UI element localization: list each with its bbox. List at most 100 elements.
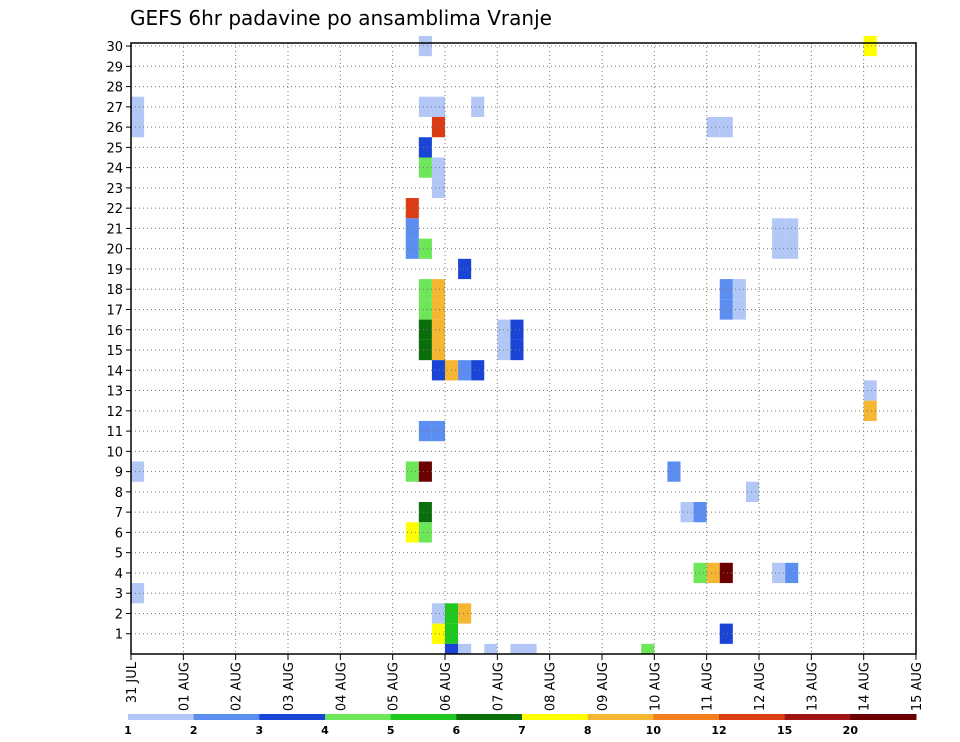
heatmap-cell	[431, 279, 445, 300]
heatmap-cell	[693, 562, 707, 584]
x-tick-label: 10 AUG	[648, 662, 663, 711]
heatmap-cell	[745, 481, 759, 503]
y-tick-label: 23	[106, 182, 123, 197]
legend-swatch	[128, 714, 195, 720]
y-tick-label: 24	[106, 162, 123, 177]
legend-label: 2	[190, 724, 198, 737]
heatmap-cell	[772, 562, 786, 584]
heatmap-cell	[772, 238, 786, 259]
y-tick-label: 26	[106, 121, 123, 136]
heatmap-cell	[458, 603, 472, 624]
y-tick-label: 9	[115, 466, 123, 481]
x-tick-label: 11 AUG	[701, 662, 716, 711]
heatmap-cell	[484, 643, 498, 654]
heatmap-cell	[706, 562, 720, 584]
heatmap-cell	[719, 116, 733, 138]
heatmap-cell	[458, 360, 472, 381]
cells-layer	[131, 35, 877, 654]
heatmap-cell	[418, 137, 432, 158]
legend-label: 3	[256, 724, 264, 737]
chart-title: GEFS 6hr padavine po ansamblima Vranje	[130, 6, 552, 30]
heatmap-cell	[510, 319, 524, 340]
legend-swatch	[193, 714, 260, 720]
y-tick-label: 21	[106, 222, 123, 237]
x-tick-label: 05 AUG	[387, 662, 402, 711]
heatmap-cell	[458, 643, 472, 654]
y-tick-label: 13	[106, 385, 123, 400]
legend-label: 12	[711, 724, 726, 737]
heatmap-cell	[418, 502, 432, 523]
heatmap-cell	[418, 461, 432, 482]
y-tick-label: 25	[106, 141, 123, 156]
heatmap-cell	[431, 319, 445, 340]
heatmap-cell	[667, 461, 681, 482]
grid-layer	[131, 43, 916, 654]
y-tick-label: 15	[106, 344, 123, 359]
heatmap-cell	[431, 116, 445, 138]
heatmap-cell	[445, 643, 459, 654]
heatmap-cell	[131, 116, 145, 138]
heatmap-cell	[431, 299, 445, 320]
heatmap-cell	[405, 198, 419, 219]
heatmap-cell	[405, 522, 419, 543]
heatmap-cell	[471, 360, 485, 381]
legend-swatch	[456, 714, 523, 720]
y-tick-label: 17	[106, 303, 123, 318]
heatmap-cell	[131, 583, 145, 604]
legend-swatch	[653, 714, 720, 720]
x-tick-label: 07 AUG	[491, 662, 506, 711]
heatmap-cell	[431, 420, 445, 442]
heatmap-cell	[719, 623, 733, 644]
y-axis: 1234567891011121314151617181920212223242…	[106, 40, 131, 643]
heatmap-cell	[719, 279, 733, 300]
heatmap-cell	[405, 461, 419, 482]
legend-label: 10	[646, 724, 662, 737]
heatmap-cell	[418, 238, 432, 259]
legend-swatch	[325, 714, 392, 720]
x-tick-label: 15 AUG	[910, 662, 925, 711]
heatmap-cell	[431, 339, 445, 361]
y-tick-label: 22	[106, 202, 123, 217]
heatmap-cell	[863, 380, 877, 401]
legend-label: 1	[124, 724, 132, 737]
x-tick-label: 14 AUG	[858, 662, 873, 711]
heatmap-cell	[418, 319, 432, 340]
legend-label: 8	[584, 724, 592, 737]
heatmap-cell	[405, 218, 419, 239]
x-tick-label: 03 AUG	[282, 662, 297, 711]
heatmap-cell	[863, 400, 877, 421]
heatmap-cell	[693, 502, 707, 523]
heatmap-cell	[131, 96, 145, 117]
heatmap-cell	[431, 157, 445, 178]
heatmap-cell	[431, 360, 445, 381]
heatmap-cell	[431, 623, 445, 644]
heatmap-cell	[719, 562, 733, 584]
legend-label: 4	[321, 724, 329, 737]
y-tick-label: 18	[106, 283, 123, 298]
x-tick-label: 13 AUG	[805, 662, 820, 711]
y-tick-label: 11	[106, 425, 123, 440]
heatmap-cell	[719, 299, 733, 320]
y-tick-label: 27	[106, 101, 123, 116]
x-tick-label: 02 AUG	[230, 662, 245, 711]
y-tick-label: 7	[115, 506, 123, 521]
heatmap-cell	[772, 218, 786, 239]
heatmap-cell	[510, 339, 524, 361]
heatmap-cell	[706, 116, 720, 138]
y-tick-label: 29	[106, 60, 123, 75]
heatmap-cell	[418, 420, 432, 442]
y-tick-label: 3	[115, 587, 123, 602]
heatmap-cell	[418, 339, 432, 361]
y-tick-label: 6	[115, 526, 123, 541]
legend-swatch	[522, 714, 589, 720]
y-tick-label: 1	[115, 628, 123, 643]
y-tick-label: 4	[115, 567, 123, 582]
x-tick-label: 06 AUG	[439, 662, 454, 711]
color-legend: 1 2 3 4 5 6 7 8 10 12 15 20	[124, 714, 917, 737]
y-tick-label: 19	[106, 263, 123, 278]
y-tick-label: 8	[115, 486, 123, 501]
legend-label: 15	[777, 724, 792, 737]
legend-swatch	[390, 714, 457, 720]
heatmap-cell	[863, 35, 877, 57]
